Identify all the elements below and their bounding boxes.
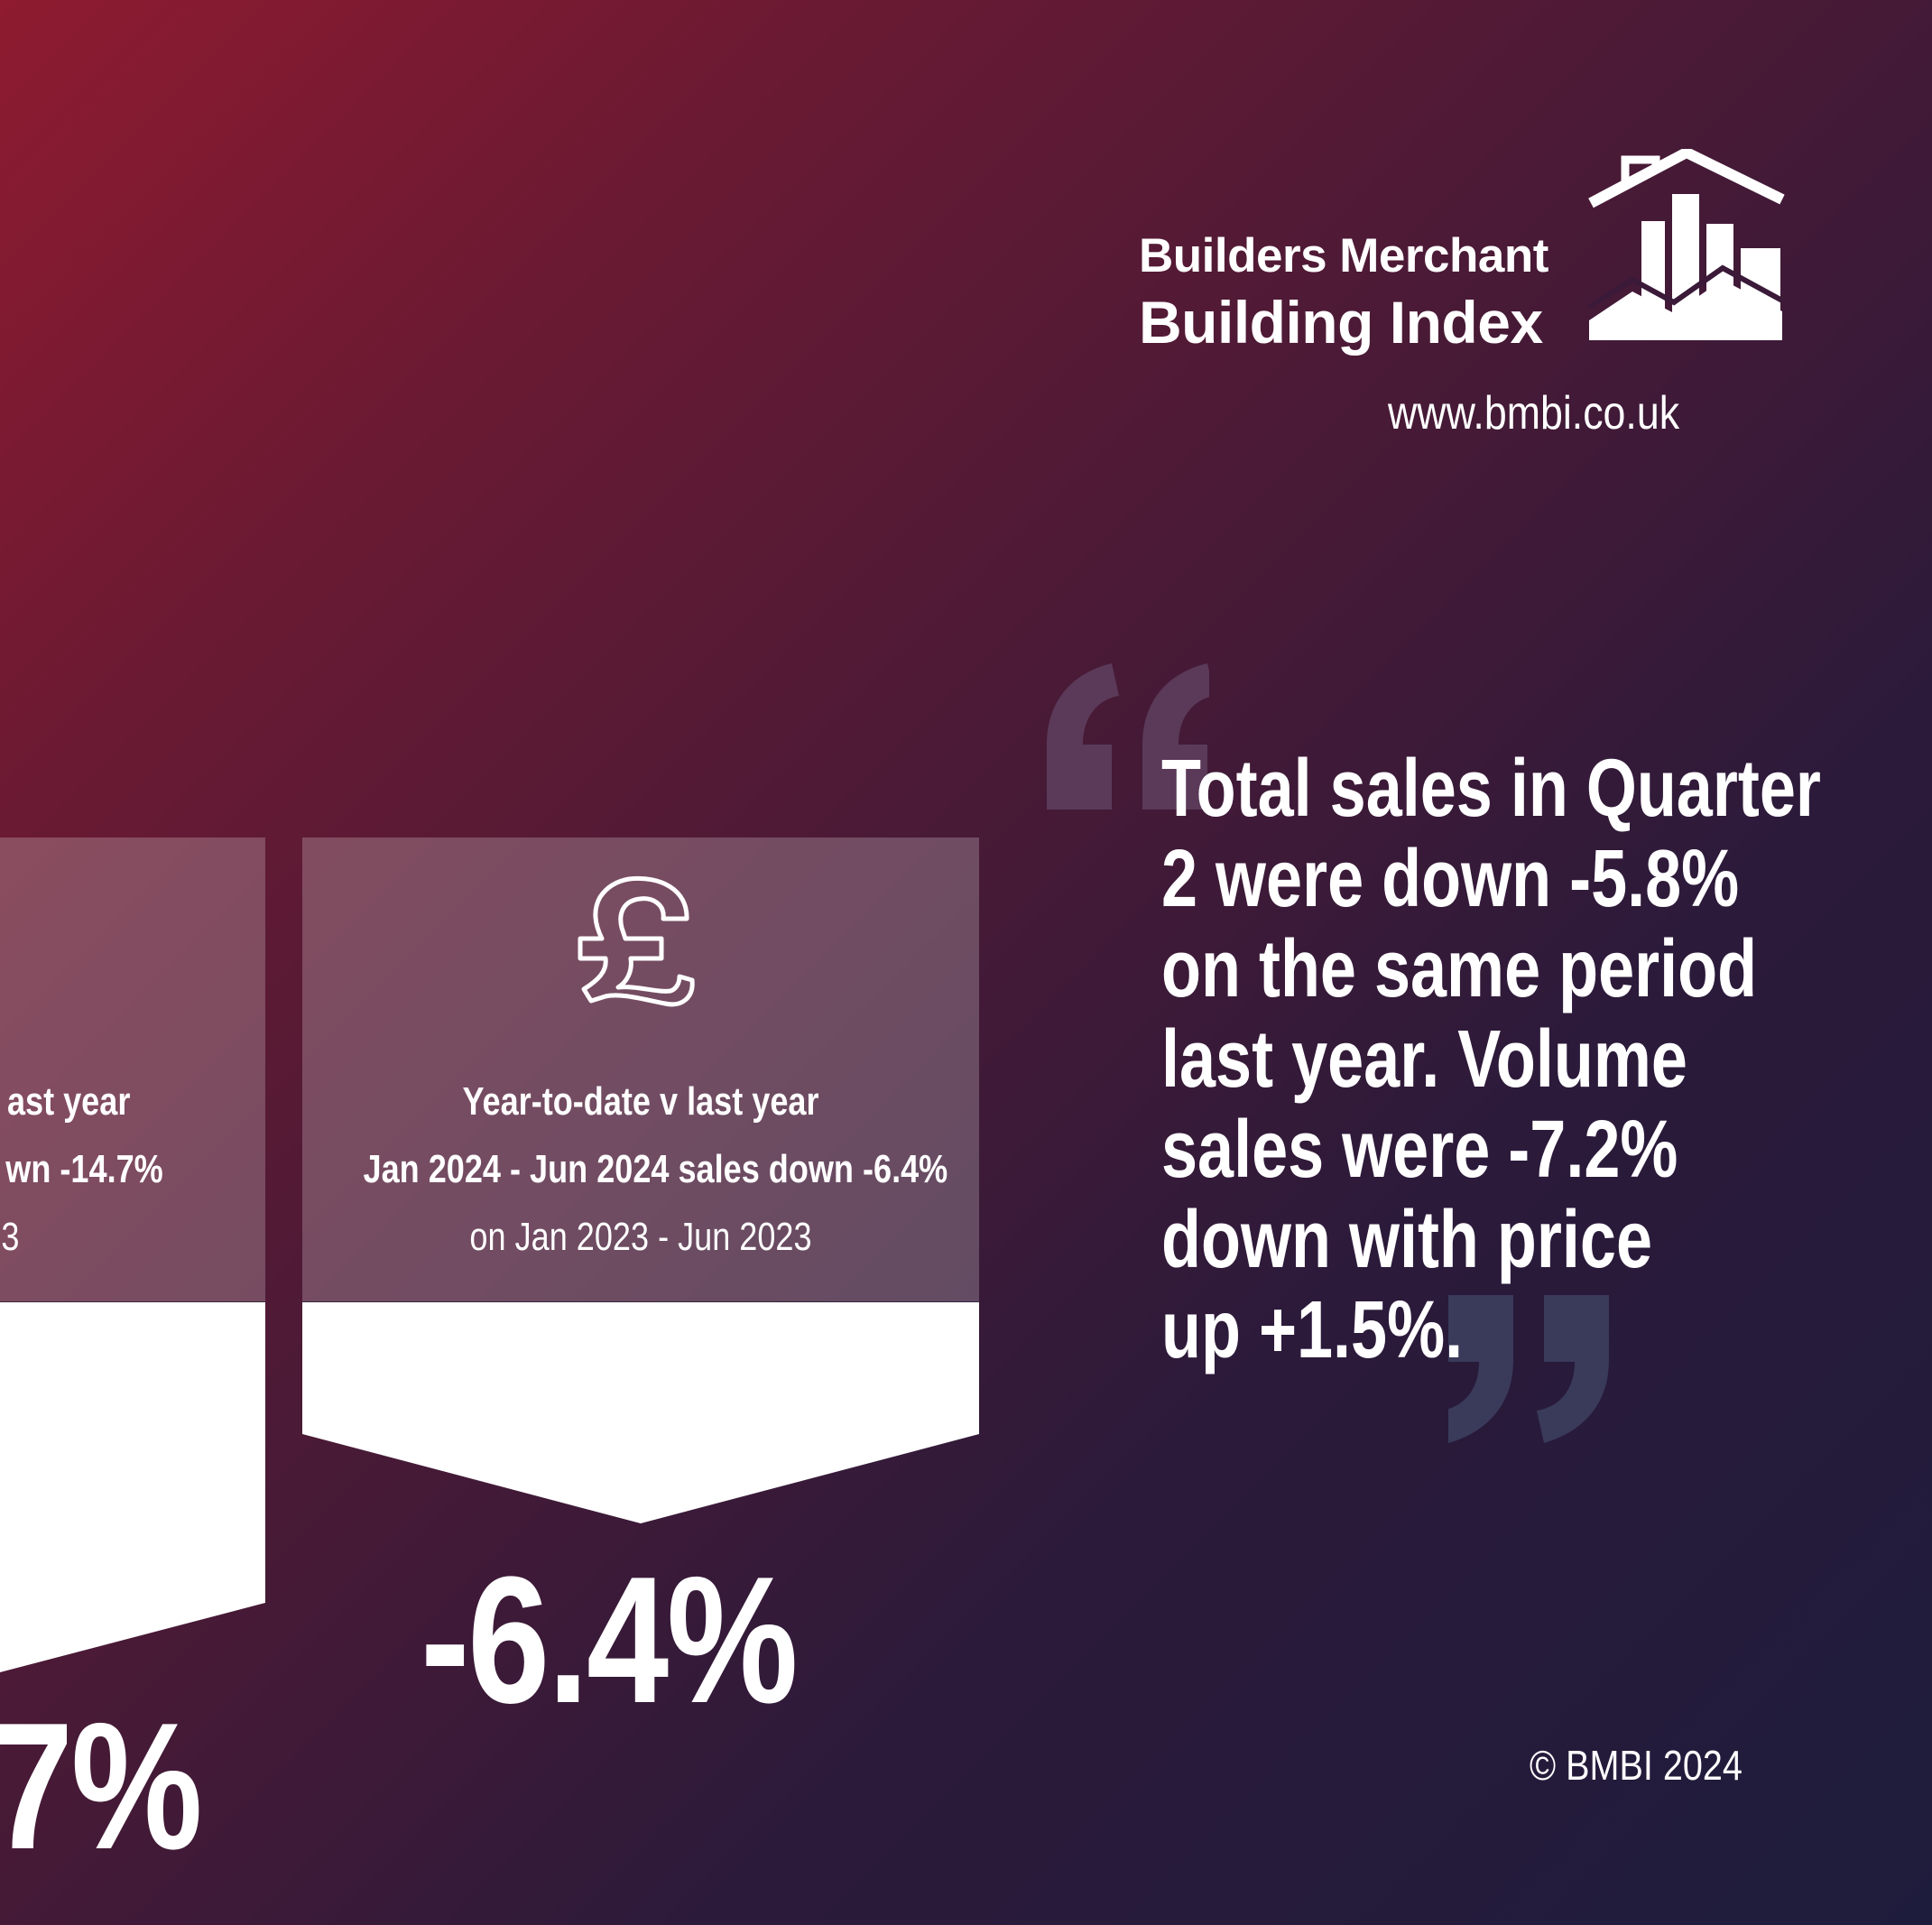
left-card-line2: wn -14.7% bbox=[5, 1147, 163, 1191]
left-card-value: 7% bbox=[0, 1686, 203, 1887]
quote-line: sales were -7.2% bbox=[1161, 1105, 1678, 1195]
brand-line1: Builders Merchant bbox=[1139, 229, 1548, 282]
brand-line2: Building Index bbox=[1139, 289, 1543, 356]
quote-line: down with price bbox=[1161, 1195, 1653, 1285]
quote-line: 2 were down -5.8% bbox=[1161, 834, 1740, 924]
quote-text: Total sales in Quarter 2 were down -5.8%… bbox=[1161, 744, 1821, 1375]
left-card-title: ast year bbox=[6, 1079, 130, 1124]
ytd-stat-card: Year-to-date v last year Jan 2024 - Jun … bbox=[302, 838, 979, 1303]
ytd-card-line2: Jan 2024 - Jun 2024 sales down -6.4% bbox=[363, 1147, 948, 1191]
quote-line: on the same period bbox=[1161, 924, 1758, 1014]
house-bar-chart-logo-icon bbox=[1587, 149, 1785, 340]
left-card-line3: 3 bbox=[0, 1215, 19, 1259]
copyright: © BMBI 2024 bbox=[1530, 1742, 1742, 1789]
ytd-card-title: Year-to-date v last year bbox=[462, 1079, 819, 1124]
quote-line: Total sales in Quarter bbox=[1161, 744, 1821, 834]
website-link[interactable]: www.bmbi.co.uk bbox=[1388, 387, 1680, 440]
ytd-card-arrow bbox=[302, 1302, 979, 1523]
quote-line: last year. Volume bbox=[1161, 1014, 1687, 1105]
ytd-card-line3: on Jan 2023 - Jun 2023 bbox=[469, 1215, 812, 1259]
close-quote-icon bbox=[1448, 1295, 1609, 1443]
ytd-card-value: -6.4% bbox=[421, 1540, 799, 1741]
left-stat-card: ast year wn -14.7% 3 bbox=[0, 838, 265, 1303]
open-quote-icon bbox=[1047, 663, 1209, 810]
pound-sign-icon bbox=[578, 875, 695, 1007]
bmbi-logo: Builders Merchant Building Index bbox=[1139, 149, 1787, 356]
quote-line: up +1.5%. bbox=[1161, 1285, 1464, 1375]
left-card-arrow bbox=[0, 1302, 265, 1672]
